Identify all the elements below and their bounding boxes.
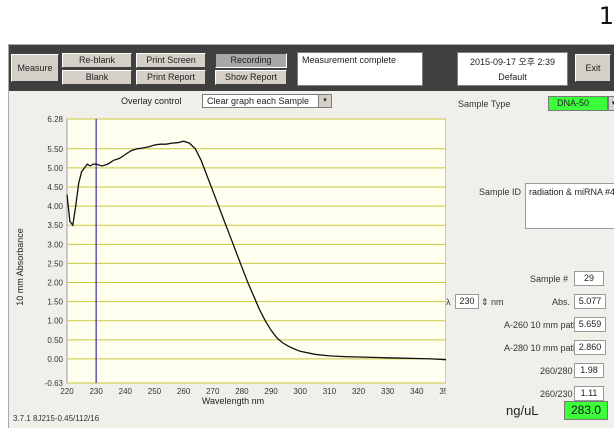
x-tick-label: 270 — [206, 387, 220, 396]
x-tick-label: 250 — [148, 387, 162, 396]
x-tick-label: 260 — [177, 387, 191, 396]
lambda-input[interactable]: 230 — [455, 294, 479, 309]
y-tick-label: 3.00 — [47, 240, 63, 249]
a280-label: A-280 10 mm path — [504, 343, 579, 353]
y-axis-label: 10 mm Absorbance — [15, 228, 25, 306]
x-tick-label: 350 — [439, 387, 446, 396]
x-tick-label: 330 — [381, 387, 395, 396]
chart-series — [66, 119, 446, 383]
sample-number-label: Sample # — [530, 274, 569, 284]
x-tick-label: 310 — [323, 387, 337, 396]
sample-info-panel: Sample Type DNA-50 ▾ Sample ID radiation… — [446, 91, 614, 428]
ratio-260-230-label: 260/230 — [540, 389, 573, 399]
sample-type-chevron-down-icon[interactable]: ▾ — [608, 96, 614, 111]
overlay-control-select[interactable]: Clear graph each Sample ▾ — [202, 94, 332, 108]
print-report-button[interactable]: Print Report — [136, 70, 206, 85]
plot-panel: Overlay control Clear graph each Sample … — [9, 91, 446, 428]
y-tick-label: 1.00 — [47, 317, 63, 326]
y-tick-label: -0.63 — [45, 379, 64, 388]
overlay-control-label: Overlay control — [121, 96, 182, 106]
x-tick-label: 300 — [294, 387, 308, 396]
x-tick-label: 280 — [235, 387, 249, 396]
abs-value: 5.077 — [574, 294, 606, 309]
y-tick-label: 5.50 — [47, 145, 63, 154]
top-strip — [0, 0, 614, 40]
y-tick-label: 2.00 — [47, 279, 63, 288]
nm-unit: nm — [491, 297, 504, 307]
concentration-value: 283.0 — [564, 401, 608, 420]
status-message: Measurement complete — [297, 52, 423, 86]
y-tick-label: 4.50 — [47, 183, 63, 192]
x-tick-labels: 220 230 240 250 260 270 280 290 300 310 320 330 340 3… — [60, 387, 446, 396]
sample-type-label: Sample Type — [458, 99, 511, 109]
chevron-down-icon[interactable]: ▾ — [318, 95, 331, 107]
absorbance-line — [66, 140, 446, 361]
sample-type-select[interactable]: DNA-50 ▾ — [548, 96, 614, 111]
y-tick-label: 4.00 — [47, 202, 63, 211]
x-tick-label: 290 — [264, 387, 278, 396]
concentration-unit: ng/uL — [506, 403, 539, 418]
lambda-icon: λ — [446, 297, 451, 307]
x-tick-label: 240 — [119, 387, 133, 396]
ratio-260-230-value: 1.11 — [574, 386, 604, 401]
show-report-button[interactable]: Show Report — [215, 70, 287, 85]
absorbance-chart: -0.63 0.00 0.50 1.00 1.50 2.00 2.50 3.00 3.50 4.0… — [15, 115, 446, 406]
toolbar: Measure Re-blank Blank Print Screen Prin… — [9, 45, 614, 91]
x-axis-label: Wavelength nm — [202, 396, 264, 406]
user-label: User — [429, 76, 449, 86]
sample-number-value: 29 — [574, 271, 604, 286]
x-tick-label: 340 — [410, 387, 424, 396]
blank-button[interactable]: Blank — [62, 70, 132, 85]
abs-label: Abs. — [552, 297, 571, 307]
y-tick-label: 5.00 — [47, 164, 63, 173]
y-tick-label: 0.50 — [47, 336, 63, 345]
datetime: 2015-09-17 오후 2:39 — [469, 57, 556, 67]
measure-button[interactable]: Measure — [11, 54, 59, 82]
ratio-260-280-value: 1.98 — [574, 363, 604, 378]
chart-grid — [66, 118, 446, 384]
plot-area — [66, 118, 446, 384]
y-tick-labels: -0.63 0.00 0.50 1.00 1.50 2.00 2.50 3.00 3.50 4.0… — [45, 115, 64, 388]
sample-id-field[interactable]: radiation & miRNA #4( — [525, 183, 614, 229]
sample-type-value: DNA-50 — [557, 98, 590, 108]
app-window: Measure Re-blank Blank Print Screen Prin… — [8, 44, 614, 428]
y-tick-label: 1.50 — [47, 298, 63, 307]
a260-value: 5.659 — [574, 317, 606, 332]
sample-id-label: Sample ID — [479, 187, 522, 197]
y-tick-label: 6.28 — [47, 115, 63, 124]
corner-mark: 1 — [598, 2, 614, 30]
date-user-box: 2015-09-17 오후 2:39 Default — [457, 52, 568, 86]
y-tick-label: 3.50 — [47, 221, 63, 230]
a260-label: A-260 10 mm path — [504, 320, 579, 330]
lambda-spinner-icon[interactable]: ⇕ — [481, 297, 489, 307]
recording-button[interactable]: Recording — [215, 53, 287, 68]
x-tick-label: 230 — [89, 387, 103, 396]
a280-value: 2.860 — [574, 340, 606, 355]
version-text: 3.7.1 8J215-0.45/112/16 — [13, 414, 100, 423]
x-tick-label: 220 — [60, 387, 74, 396]
reblank-button[interactable]: Re-blank — [62, 53, 132, 68]
x-tick-label: 320 — [352, 387, 366, 396]
user-value: Default — [498, 72, 527, 82]
y-tick-label: 0.00 — [47, 355, 63, 364]
y-tick-label: 2.50 — [47, 259, 63, 268]
print-screen-button[interactable]: Print Screen — [136, 53, 206, 68]
overlay-selected-value: Clear graph each Sample — [207, 96, 310, 106]
ratio-260-280-label: 260/280 — [540, 366, 573, 376]
exit-button[interactable]: Exit — [575, 54, 611, 82]
